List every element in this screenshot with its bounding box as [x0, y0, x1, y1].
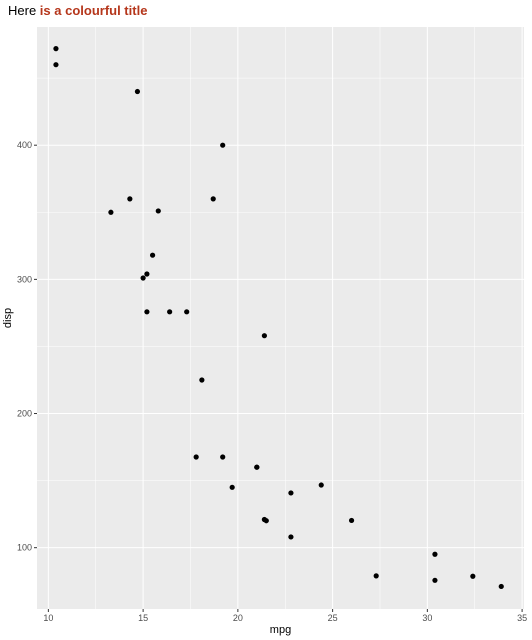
data-point — [199, 377, 205, 383]
data-point — [220, 142, 226, 148]
data-point — [318, 482, 324, 488]
x-axis-label: mpg — [270, 624, 291, 636]
data-point — [53, 46, 59, 52]
chart-title-accent: is a colourful title — [40, 3, 148, 18]
x-axis: 10 15 20 25 30 35 — [43, 609, 527, 623]
x-tick-label: 25 — [328, 613, 338, 623]
data-point — [144, 271, 150, 277]
data-point — [254, 464, 260, 470]
minor-gridlines — [37, 27, 524, 609]
data-point — [193, 454, 199, 460]
data-point — [261, 516, 267, 523]
data-point — [144, 309, 150, 315]
data-point — [373, 573, 379, 579]
data-point — [155, 208, 161, 214]
data-point — [127, 196, 133, 202]
y-tick-label: 100 — [17, 543, 32, 553]
data-point — [288, 490, 294, 496]
data-point — [288, 534, 294, 540]
y-tick-label: 400 — [17, 140, 32, 150]
plot-panel — [37, 27, 524, 609]
data-point — [229, 484, 235, 490]
data-point — [432, 551, 438, 557]
y-tick-label: 200 — [17, 409, 32, 419]
x-tick-label: 20 — [233, 613, 243, 623]
data-point — [167, 309, 173, 315]
data-point — [184, 309, 190, 315]
data-point — [210, 196, 216, 202]
x-tick-label: 30 — [422, 613, 432, 623]
major-gridlines — [37, 27, 524, 609]
data-point — [470, 573, 476, 579]
data-point — [149, 252, 156, 258]
chart-title-plain: Here — [8, 3, 40, 18]
data-point — [261, 333, 267, 339]
y-axis-label: disp — [2, 308, 14, 328]
y-tick-label: 300 — [17, 274, 32, 284]
data-point — [134, 88, 141, 95]
chart-title: Here is a colourful title — [8, 3, 147, 18]
data-point — [432, 577, 438, 583]
x-tick-label: 10 — [43, 613, 53, 623]
y-axis: 100 200 300 400 — [17, 140, 37, 553]
data-point — [108, 209, 114, 215]
x-tick-label: 15 — [138, 613, 148, 623]
data-point — [348, 517, 355, 524]
data-point — [498, 583, 504, 590]
data-points — [53, 46, 504, 590]
x-tick-label: 35 — [517, 613, 527, 623]
data-point — [220, 454, 226, 460]
data-point — [53, 62, 59, 68]
data-point — [140, 275, 146, 281]
